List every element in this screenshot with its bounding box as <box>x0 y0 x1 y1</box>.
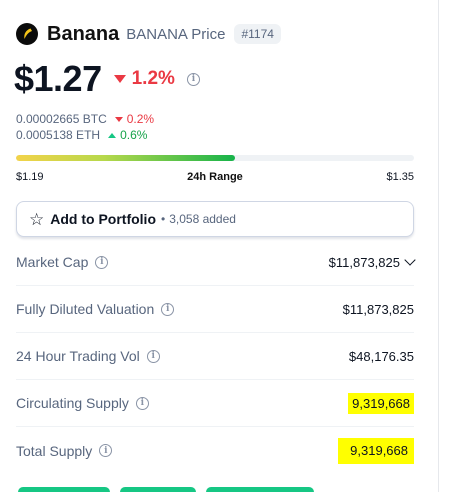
coin-subtitle: BANANA Price <box>126 25 226 43</box>
info-icon[interactable]: i <box>161 302 175 316</box>
stat-value-highlighted: 9,319,668 <box>348 392 414 414</box>
info-icon[interactable]: i <box>95 255 109 269</box>
btc-price: 0.00002665 BTC <box>16 112 107 126</box>
chevron-down-icon <box>404 254 416 266</box>
stat-label: 24 Hour Trading Vol <box>16 348 140 364</box>
price-row: $1.27 1.2% i <box>14 58 200 100</box>
stat-value: $11,873,825 <box>342 301 414 317</box>
range-high: $1.35 <box>386 171 414 183</box>
action-button[interactable] <box>206 487 314 492</box>
btc-change-value: 0.2% <box>126 112 155 126</box>
price-change: 1.2% <box>113 68 175 90</box>
caret-up-icon <box>108 132 117 138</box>
stat-value: $11,873,825 <box>328 254 400 270</box>
action-button[interactable] <box>120 487 196 492</box>
info-icon[interactable]: i <box>135 396 149 410</box>
range-labels: $1.19 24h Range $1.35 <box>16 171 414 185</box>
portfolio-label: Add to Portfolio <box>50 211 157 227</box>
caret-down-icon <box>113 75 126 83</box>
action-button[interactable] <box>18 487 110 492</box>
stat-label: Total Supply <box>16 442 93 459</box>
eth-price: 0.0005138 ETH <box>16 128 101 142</box>
current-price: $1.27 <box>14 58 102 99</box>
eth-change: 0.6% <box>108 128 147 142</box>
stat-row-market-cap: Market Cap i $11,873,825 <box>16 239 416 286</box>
eth-change-value: 0.6% <box>120 128 148 142</box>
stat-label: Fully Diluted Valuation <box>16 301 155 317</box>
range-bar-fill <box>16 155 235 161</box>
range-bar <box>16 155 414 161</box>
add-to-portfolio-button[interactable]: ☆ Add to Portfolio • 3,058 added <box>16 201 414 237</box>
banana-logo-icon <box>16 23 38 45</box>
range-low: $1.19 <box>16 171 44 183</box>
coin-header: Banana BANANA Price #1174 <box>16 21 281 47</box>
stat-row-fdv: Fully Diluted Valuation i $11,873,825 <box>16 286 414 333</box>
range-label: 24h Range <box>187 171 243 183</box>
star-icon: ☆ <box>29 209 45 229</box>
stat-row-trading-vol: 24 Hour Trading Vol i $48,176.35 <box>16 333 414 380</box>
stat-row-circulating-supply: Circulating Supply i 9,319,668 <box>16 380 414 427</box>
market-cap-dropdown[interactable]: $11,873,825 <box>328 254 416 270</box>
stat-value: $48,176.35 <box>348 348 414 364</box>
coin-name: Banana <box>47 22 120 45</box>
stat-label: Market Cap <box>16 254 89 270</box>
portfolio-count: 3,058 added <box>169 212 236 226</box>
stat-row-total-supply: Total Supply i 9,319,668 <box>16 427 414 474</box>
info-icon[interactable]: i <box>186 72 200 86</box>
btc-price-row: 0.00002665 BTC 0.2% <box>16 112 154 126</box>
info-icon[interactable]: i <box>146 349 160 363</box>
stat-value-highlighted: 9,319,668 <box>338 437 414 464</box>
rank-badge: #1174 <box>234 24 281 44</box>
portfolio-separator: • <box>161 212 166 226</box>
price-change-value: 1.2% <box>131 68 175 89</box>
eth-price-row: 0.0005138 ETH 0.6% <box>16 128 147 142</box>
info-icon[interactable]: i <box>99 444 113 457</box>
caret-down-icon <box>114 116 123 122</box>
panel-divider <box>438 0 439 492</box>
stat-label: Circulating Supply <box>16 395 129 411</box>
btc-change: 0.2% <box>114 112 155 126</box>
